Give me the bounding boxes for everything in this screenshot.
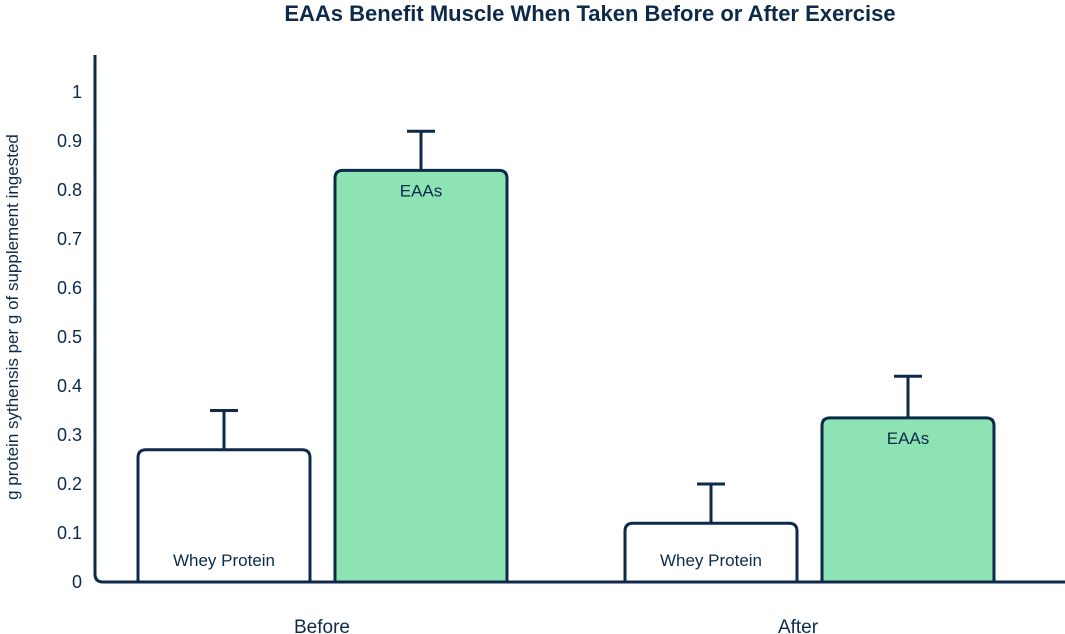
bar-series-label: Whey Protein (173, 551, 275, 570)
bar-series-label: EAAs (400, 181, 443, 200)
y-tick-label: 0.1 (57, 523, 82, 543)
axis-line (93, 55, 1065, 584)
y-tick-label: 0.5 (57, 327, 82, 347)
chart-title: EAAs Benefit Muscle When Taken Before or… (284, 1, 896, 26)
y-tick-label: 0.8 (57, 180, 82, 200)
bar (820, 416, 996, 582)
y-tick-label: 0.3 (57, 425, 82, 445)
y-tick-label: 0.9 (57, 131, 82, 151)
y-tick-label: 0.4 (57, 376, 82, 396)
x-category-label: Before (294, 617, 350, 634)
bar (136, 448, 312, 582)
y-tick-label: 0.7 (57, 229, 82, 249)
bar (333, 168, 509, 582)
y-tick-label: 1 (72, 82, 82, 102)
y-tick-label: 0 (72, 572, 82, 592)
bar-series-label: Whey Protein (660, 551, 762, 570)
bar-series-label: EAAs (887, 429, 930, 448)
y-tick-label: 0.6 (57, 278, 82, 298)
x-category-label: After (778, 617, 819, 634)
y-tick-label: 0.2 (57, 474, 82, 494)
bar (623, 521, 799, 582)
